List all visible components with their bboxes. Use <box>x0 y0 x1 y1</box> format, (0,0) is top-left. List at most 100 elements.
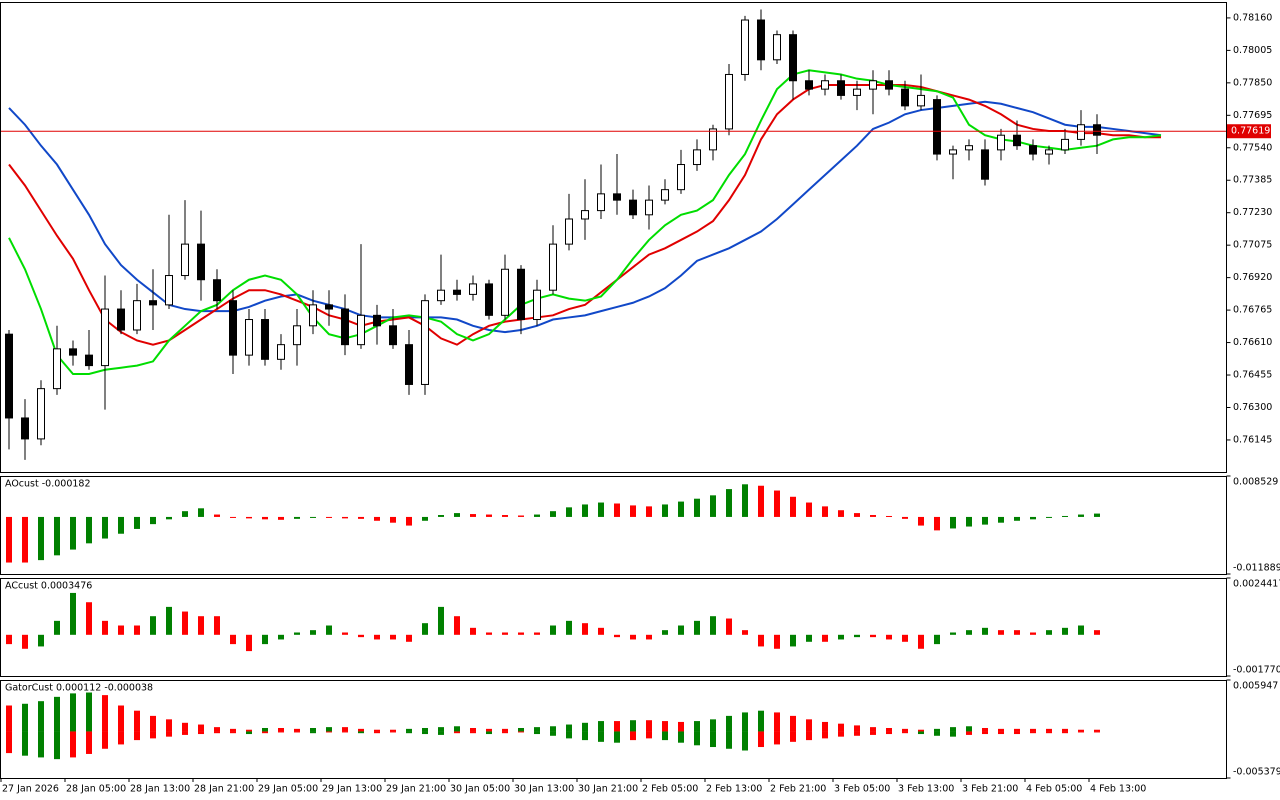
histogram-bar <box>550 511 556 517</box>
gator-bar <box>870 727 876 732</box>
histogram-bar <box>886 634 892 640</box>
histogram-bar <box>534 632 540 635</box>
indicator-title: ACcust 0.0003476 <box>5 581 92 592</box>
gator-bar <box>870 731 876 735</box>
gator-bar <box>518 731 524 733</box>
gator-bar <box>934 728 940 732</box>
gator-bar <box>790 731 796 742</box>
candle-body <box>917 94 925 107</box>
gator-bar <box>1046 731 1052 734</box>
x-tick-label: 29 Jan 05:00 <box>258 784 318 795</box>
histogram-bar <box>390 516 396 523</box>
histogram-bar <box>390 634 396 640</box>
gator-bar <box>630 720 636 732</box>
histogram-bar <box>566 507 572 517</box>
gator-bar <box>486 728 492 732</box>
histogram-bar <box>262 516 268 520</box>
indicator-title: GatorCust 0.000112 -0.000038 <box>5 683 153 694</box>
histogram-bar <box>358 516 364 519</box>
candle-body <box>757 19 765 61</box>
histogram-bar <box>566 620 572 635</box>
x-tick-label: 27 Jan 2026 <box>2 784 59 795</box>
gator-bar <box>38 701 44 732</box>
histogram-bar <box>614 503 620 517</box>
histogram-bar <box>1062 627 1068 635</box>
histogram-bar <box>198 616 204 635</box>
gator-bar <box>1062 731 1068 734</box>
gator-bar <box>582 722 588 732</box>
histogram-bar <box>950 632 956 635</box>
histogram-bar <box>982 516 988 525</box>
gator-bar <box>390 731 396 733</box>
gator-bar <box>102 695 108 732</box>
gator-bar <box>406 728 412 732</box>
gator-bar <box>886 727 892 732</box>
gator-bar <box>918 729 924 732</box>
y-tick-label: 0.78160 <box>1233 12 1272 23</box>
histogram-bar <box>1030 632 1036 635</box>
gator-bar <box>598 721 604 732</box>
gator-bar <box>70 731 76 758</box>
gator-bar <box>1094 729 1100 732</box>
gator-bar <box>214 727 220 732</box>
histogram-bar <box>950 516 956 529</box>
y-tick-label: 0.77695 <box>1233 110 1272 121</box>
gator-bar <box>230 731 236 734</box>
panel-frame <box>0 680 1227 779</box>
moving-average-line <box>8 83 1161 346</box>
histogram-bar <box>310 516 316 518</box>
candle-body <box>197 243 205 281</box>
gator-bar <box>662 731 668 741</box>
gator-bar <box>742 731 748 751</box>
gator-bar <box>806 719 812 732</box>
y-tick-label: 0.0024417 <box>1233 579 1280 590</box>
y-tick-label: 0.76455 <box>1233 370 1272 381</box>
histogram-bar <box>470 514 476 517</box>
histogram-bar <box>646 634 652 640</box>
candle-body <box>389 325 397 346</box>
histogram-bar <box>918 634 924 649</box>
gator-bar <box>694 721 700 732</box>
gator-bar <box>310 727 316 732</box>
candle-body <box>421 300 429 385</box>
gator-bar <box>134 731 140 741</box>
gator-bar <box>646 720 652 732</box>
gator-bar <box>342 731 348 733</box>
gator-bar <box>294 728 300 732</box>
histogram-bar <box>38 634 44 647</box>
candle-body <box>1029 145 1037 155</box>
gator-bar <box>966 731 972 735</box>
histogram-bar <box>662 630 668 635</box>
histogram-bar <box>86 602 92 635</box>
histogram-bar <box>758 634 764 647</box>
x-tick-label: 3 Feb 13:00 <box>898 784 954 795</box>
histogram-bar <box>70 592 76 635</box>
candle-body <box>1045 149 1053 155</box>
histogram-bar <box>214 616 220 635</box>
candle-body <box>949 149 957 155</box>
y-tick-label: 0.76145 <box>1233 434 1272 445</box>
gator-bar <box>582 731 588 741</box>
gator-bar <box>662 721 668 732</box>
candle-body <box>309 304 317 327</box>
x-tick-label: 3 Feb 05:00 <box>834 784 890 795</box>
candle-body <box>117 308 125 331</box>
gator-bar <box>902 728 908 732</box>
gator-bar <box>246 731 252 735</box>
histogram-bar <box>934 634 940 645</box>
histogram-bar <box>214 514 220 517</box>
candle-body <box>69 348 77 356</box>
histogram-bar <box>758 485 764 517</box>
histogram-bar <box>614 634 620 638</box>
gator-bar <box>886 731 892 735</box>
gator-bar <box>70 693 76 732</box>
gator-bar <box>710 731 716 748</box>
candle-body <box>965 145 973 151</box>
x-tick-label: 2 Feb 13:00 <box>706 784 762 795</box>
candle-body <box>581 210 589 220</box>
candle-body <box>21 417 29 440</box>
gator-bar <box>454 726 460 732</box>
gator-bar <box>902 731 908 734</box>
histogram-bar <box>678 625 684 635</box>
y-tick-label: 0.77230 <box>1233 207 1272 218</box>
